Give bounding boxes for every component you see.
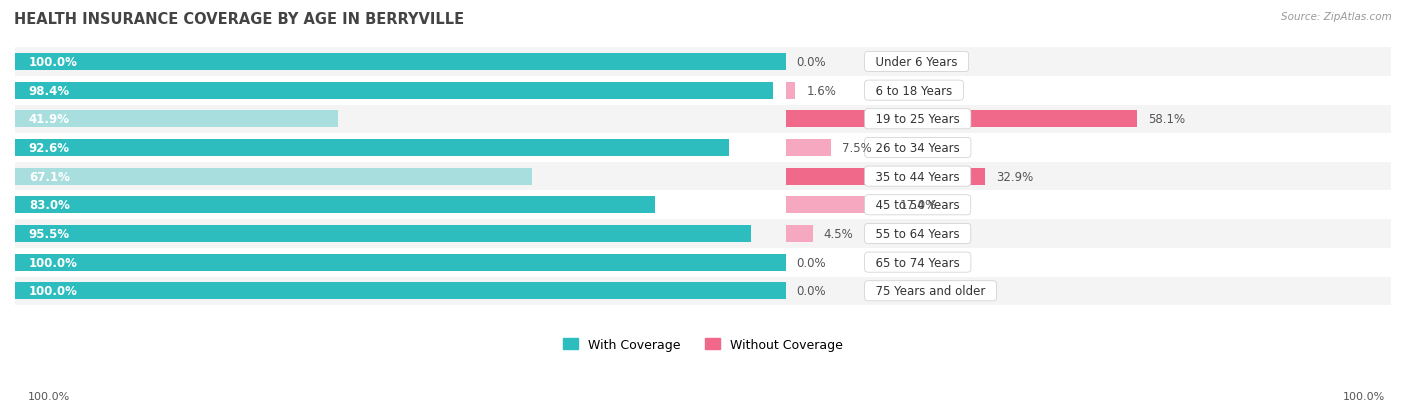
- Bar: [15, 77, 1391, 105]
- Text: 100.0%: 100.0%: [28, 391, 70, 401]
- Text: 7.5%: 7.5%: [842, 142, 872, 154]
- Text: 45 to 54 Years: 45 to 54 Years: [868, 199, 967, 212]
- Bar: [15, 254, 786, 271]
- Text: HEALTH INSURANCE COVERAGE BY AGE IN BERRYVILLE: HEALTH INSURANCE COVERAGE BY AGE IN BERR…: [14, 12, 464, 27]
- Bar: [15, 48, 1391, 76]
- Text: 32.9%: 32.9%: [995, 170, 1033, 183]
- Text: 100.0%: 100.0%: [28, 56, 77, 69]
- Bar: [786, 111, 1137, 128]
- Bar: [786, 197, 889, 214]
- Text: 100.0%: 100.0%: [1343, 391, 1385, 401]
- Text: 65 to 74 Years: 65 to 74 Years: [868, 256, 967, 269]
- Text: 98.4%: 98.4%: [28, 84, 70, 97]
- Text: 41.9%: 41.9%: [28, 113, 70, 126]
- Bar: [15, 140, 728, 157]
- Bar: [15, 220, 1391, 248]
- Bar: [15, 282, 786, 300]
- Text: 0.0%: 0.0%: [797, 285, 827, 298]
- Legend: With Coverage, Without Coverage: With Coverage, Without Coverage: [558, 333, 848, 356]
- Bar: [15, 249, 1391, 277]
- Text: 0.0%: 0.0%: [797, 256, 827, 269]
- Text: 55 to 64 Years: 55 to 64 Years: [868, 228, 967, 240]
- Text: 17.0%: 17.0%: [900, 199, 936, 212]
- Text: 92.6%: 92.6%: [28, 142, 70, 154]
- Bar: [786, 82, 796, 100]
- Bar: [15, 191, 1391, 219]
- Text: 0.0%: 0.0%: [797, 56, 827, 69]
- Bar: [786, 140, 831, 157]
- Bar: [15, 82, 773, 100]
- Text: 6 to 18 Years: 6 to 18 Years: [868, 84, 960, 97]
- Text: 26 to 34 Years: 26 to 34 Years: [868, 142, 967, 154]
- Bar: [786, 168, 984, 185]
- Text: 100.0%: 100.0%: [28, 285, 77, 298]
- Text: 100.0%: 100.0%: [28, 256, 77, 269]
- Text: Under 6 Years: Under 6 Years: [868, 56, 965, 69]
- Bar: [15, 197, 655, 214]
- Text: 75 Years and older: 75 Years and older: [868, 285, 993, 298]
- Text: 67.1%: 67.1%: [28, 170, 70, 183]
- Text: 19 to 25 Years: 19 to 25 Years: [868, 113, 967, 126]
- Bar: [15, 163, 1391, 191]
- Text: 58.1%: 58.1%: [1149, 113, 1185, 126]
- Bar: [15, 111, 337, 128]
- Text: 95.5%: 95.5%: [28, 228, 70, 240]
- Text: Source: ZipAtlas.com: Source: ZipAtlas.com: [1281, 12, 1392, 22]
- Text: 83.0%: 83.0%: [28, 199, 70, 212]
- Bar: [15, 105, 1391, 133]
- Bar: [15, 225, 751, 242]
- Bar: [15, 168, 531, 185]
- Bar: [15, 134, 1391, 162]
- Bar: [15, 277, 1391, 305]
- Text: 1.6%: 1.6%: [806, 84, 837, 97]
- Text: 4.5%: 4.5%: [824, 228, 853, 240]
- Bar: [15, 54, 786, 71]
- Text: 35 to 44 Years: 35 to 44 Years: [868, 170, 967, 183]
- Bar: [786, 225, 813, 242]
